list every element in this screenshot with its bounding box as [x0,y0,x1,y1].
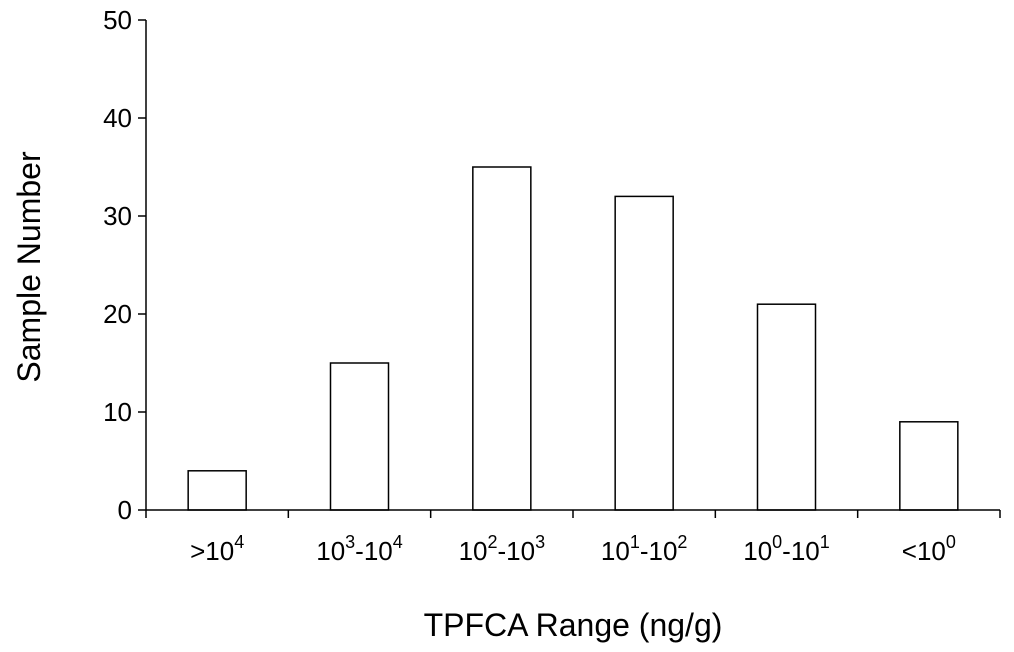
y-axis-title: Sample Number [11,151,47,383]
bar [899,421,959,511]
y-tick-label: 50 [103,5,132,35]
x-tick-label: 102-103 [459,532,546,566]
x-axis-title: TPFCA Range (ng/g) [424,607,723,643]
y-ticks-group: 0 10 20 30 40 50 [103,5,146,525]
bar [187,470,247,511]
y-tick-label: 40 [103,103,132,133]
x-tick-label: <100 [902,532,956,566]
x-tick-label: 101-102 [601,532,688,566]
bar [614,195,674,511]
bar [756,303,817,511]
y-tick-label: 20 [103,299,132,329]
x-tick-label: 103-104 [316,532,403,566]
bar [472,166,532,511]
x-tick-label: 100-101 [743,532,830,566]
x-ticks-group [145,510,1001,518]
bar [329,362,390,511]
y-tick-label: 0 [118,495,132,525]
bars-group: >104 103-104 102-103 101-102 100-101 <100 [187,166,959,566]
y-tick-label: 10 [103,397,132,427]
axes-group [145,20,1000,511]
y-tick-label: 30 [103,201,132,231]
x-tick-label: >104 [190,532,244,566]
